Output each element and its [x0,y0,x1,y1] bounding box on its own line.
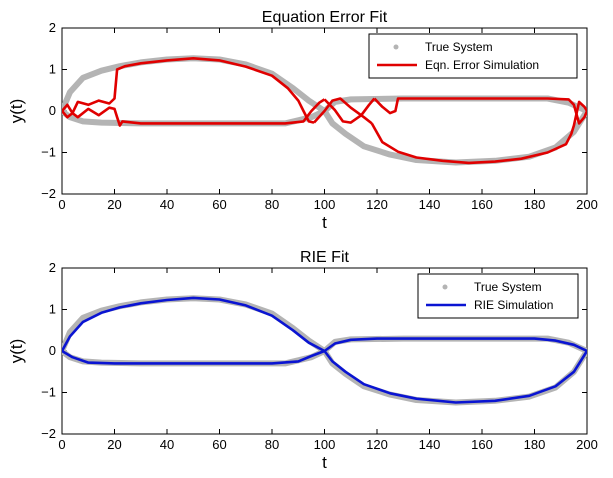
legend-marker-true-system [393,44,399,50]
chart-title: RIE Fit [300,249,349,266]
y-tick-label: 2 [49,20,56,35]
y-axis-label: y(t) [7,99,26,124]
legend-label: True System [474,280,542,294]
chart-title: Equation Error Fit [262,9,388,26]
simulation-curve-4 [323,350,587,404]
y-tick-label: 2 [49,260,56,275]
legend-box [417,273,579,319]
x-tick-label: 140 [419,437,441,452]
y-tick-label: 1 [49,62,56,77]
x-tick-label: 20 [107,197,121,212]
chart-panel-2: RIE Fit 0 20 40 60 80 100 120 140 160 180 200 2 1 0 −1 −… [7,249,598,472]
y-tick-label: 1 [49,302,56,317]
x-axis: 0 20 40 60 80 100 120 140 160 180 200 [58,28,598,212]
y-tick-label: −2 [41,186,56,201]
simulation-curve-3 [313,97,373,125]
legend-box [368,33,578,79]
x-tick-label: 180 [524,437,546,452]
legend-marker-true-system [442,284,448,290]
y-tick-label: 0 [49,103,56,118]
y-tick-label: −2 [41,426,56,441]
x-tick-label: 100 [314,437,336,452]
legend-label: Eqn. Error Simulation [425,58,539,72]
x-tick-label: 120 [366,197,388,212]
series-simulation [62,57,587,165]
simulation-curve-2 [62,98,326,127]
x-tick-label: 60 [212,197,226,212]
legend-label: RIE Simulation [474,298,553,312]
x-tick-label: 60 [212,437,226,452]
x-tick-label: 80 [265,197,279,212]
legend-label: True System [425,40,493,54]
true-system-curve-3 [321,95,587,114]
legend: True System RIE Simulation [417,273,579,319]
legend: True System Eqn. Error Simulation [368,33,578,79]
x-tick-label: 140 [419,197,441,212]
simulation-curve-6 [373,97,587,125]
simulation-curve-2 [62,349,325,365]
y-tick-label: −1 [41,145,56,160]
x-tick-label: 40 [160,437,174,452]
x-tick-label: 160 [471,197,493,212]
y-axis-label: y(t) [7,339,26,364]
x-tick-label: 80 [265,437,279,452]
simulation-curve-3 [323,337,587,353]
x-tick-label: 20 [107,437,121,452]
x-axis-label: t [322,213,327,232]
x-axis-label: t [322,453,327,472]
x-tick-label: 160 [471,437,493,452]
simulation-curve-5 [370,100,587,165]
x-axis: 0 20 40 60 80 100 120 140 160 180 200 [58,268,598,452]
x-tick-label: 200 [576,437,598,452]
y-axis: 2 1 0 −1 −2 [41,260,587,441]
x-tick-label: 200 [576,197,598,212]
x-tick-label: 180 [524,197,546,212]
x-tick-label: 40 [160,197,174,212]
simulation-curve-4 [323,97,376,124]
x-tick-label: 0 [58,197,65,212]
x-tick-label: 120 [366,437,388,452]
x-tick-label: 100 [314,197,336,212]
x-tick-label: 0 [58,437,65,452]
series-simulation [62,296,587,404]
true-system-curve-4 [321,348,587,406]
simulation-curve-1 [62,296,326,353]
simulation-curve-1 [62,57,315,124]
y-tick-label: 0 [49,343,56,358]
y-tick-label: −1 [41,385,56,400]
